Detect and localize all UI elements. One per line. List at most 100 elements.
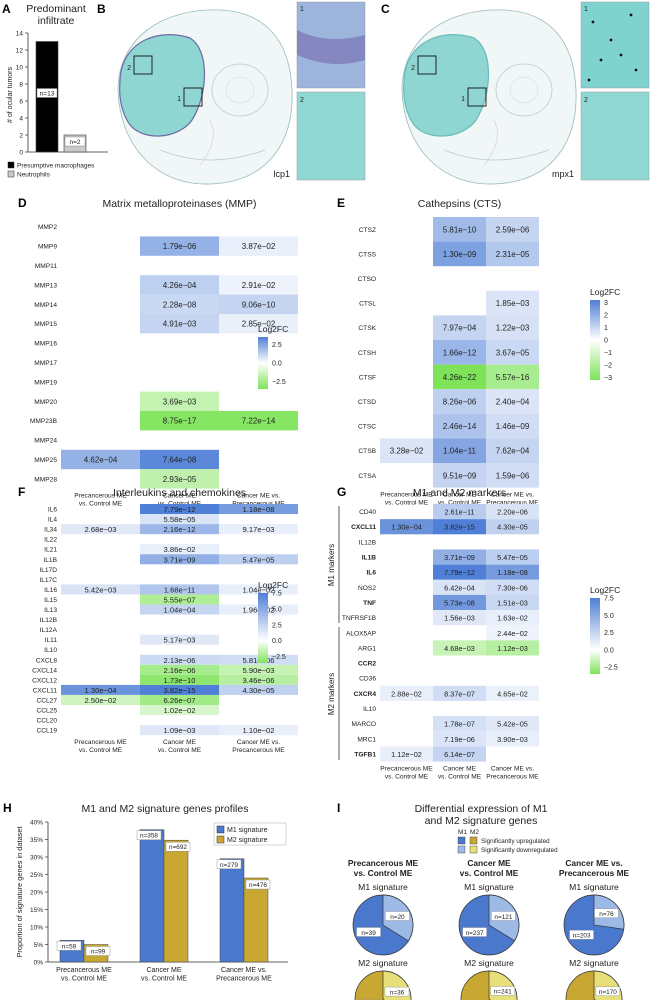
stained-cell (629, 13, 633, 17)
heatmap-cell (433, 519, 486, 535)
y-tick-label: 10% (30, 925, 43, 932)
cell-padj: 5.55e−07 (164, 595, 196, 604)
heatmap-cell (433, 463, 486, 488)
y-tick-label: 6 (19, 99, 23, 106)
bar-label-box (165, 842, 191, 852)
legend-entry: Significantly downregulated (481, 847, 558, 854)
cell-padj: 3.87e−02 (242, 242, 276, 251)
bar-label-box (245, 879, 271, 890)
row-label: IL12B (40, 617, 58, 624)
heatmap-cell (219, 524, 298, 535)
legend-tick: 0.0 (604, 647, 614, 654)
heatmap-cell (380, 438, 433, 463)
pie-label-box (356, 927, 381, 937)
pie-label-box (384, 986, 410, 997)
legend-swatch (469, 845, 478, 854)
heatmap-cell (61, 524, 140, 535)
legend-tick: 2.5 (272, 342, 282, 349)
inset-number: 1 (300, 6, 304, 13)
legend-tick: −2.5 (272, 379, 286, 386)
legend-tick: −2.5 (604, 665, 618, 672)
cell-padj: 1.63e−02 (497, 614, 528, 623)
heatmap-cell (486, 579, 539, 595)
cell-padj: 3.90e−03 (497, 735, 528, 744)
heatmap-cell (486, 685, 539, 701)
bar-label-box (56, 941, 82, 951)
row-label: CTSZ (359, 227, 376, 234)
heatmap-cell (219, 314, 298, 334)
cell-padj: 2.20e−06 (497, 508, 528, 517)
cell-padj: 2.50e−02 (85, 696, 117, 705)
stained-cell (587, 78, 591, 82)
heatmap-cell (433, 549, 486, 565)
bar-label: n=692 (169, 844, 187, 851)
heatmap-cell (486, 217, 539, 242)
y-tick-label: 10 (16, 65, 24, 72)
inset-box-2 (133, 55, 153, 75)
cell-padj: 3.71e−09 (444, 553, 475, 562)
heatmap-cell (486, 364, 539, 390)
heatmap-cell (140, 411, 219, 431)
column-label: Cancer ME (163, 493, 197, 500)
category-label: Cancer ME vs. (221, 967, 267, 974)
heatmap-cell (380, 685, 433, 701)
heatmap-cell (486, 340, 539, 365)
comparison-name: Precancerous ME (559, 868, 630, 878)
cell-padj: 5.42e−05 (497, 720, 528, 729)
column-label: Cancer ME vs. (237, 493, 280, 500)
heatmap-cell (140, 314, 219, 334)
cell-padj: 1.04e−02 (243, 585, 275, 594)
column-label: vs. Control ME (438, 500, 482, 507)
heatmap-cell (486, 549, 539, 565)
heatmap-title: Cathepsins (CTS) (418, 198, 501, 210)
row-label: IL6 (366, 570, 376, 577)
row-label: TGFB1 (354, 751, 376, 758)
inset-number: 2 (300, 97, 304, 104)
legend-tick: −2.5 (272, 654, 286, 661)
heatmap-cell (486, 413, 539, 439)
cell-padj: 1.04e−04 (164, 606, 196, 615)
comparison-name: vs. Control ME (460, 868, 519, 878)
pie-label-box (569, 930, 594, 940)
cell-padj: 2.28e−08 (163, 300, 197, 309)
heatmap-cell (140, 654, 219, 665)
cell-padj: 1.18e−08 (497, 568, 528, 577)
heatmap-cell (486, 716, 539, 732)
legend-entry: Presumptive macrophages (17, 163, 95, 170)
cell-padj: 4.26e−22 (443, 373, 477, 382)
heatmap-cell (140, 514, 219, 525)
bar-label: n=99 (91, 949, 106, 956)
column-label: Precancerous ME (380, 766, 433, 773)
heatmap-cell (219, 554, 298, 565)
column-label: Cancer ME vs. (491, 492, 534, 499)
bar (219, 858, 245, 963)
legend-colorbar (590, 300, 600, 380)
heatmap-cell (61, 584, 140, 595)
heatmap-cell (433, 716, 486, 732)
m2-signature-label: M2 signature (569, 958, 619, 968)
cell-padj: 5.42e−03 (85, 585, 117, 594)
row-label: IL15 (44, 597, 57, 604)
cell-padj: 4.30e−05 (497, 523, 528, 532)
bar-label: n=13 (40, 91, 55, 98)
row-label: MMP16 (34, 341, 57, 348)
row-label: IL11 (45, 637, 58, 644)
row-label: CXCL11 (33, 687, 58, 694)
legend-entry: Significantly upregulated (481, 838, 550, 845)
cell-padj: 2.16e−12 (164, 525, 196, 534)
heatmap-cell (140, 294, 219, 314)
y-tick-label: 4 (19, 116, 23, 123)
legend-entry: M1 signature (227, 827, 268, 834)
group-label-m2: M2 markers (327, 673, 336, 715)
cell-padj: 1.22e−03 (496, 324, 530, 333)
row-label: TNFRSF1B (342, 615, 377, 622)
cell-padj: 5.47e−05 (243, 555, 275, 564)
y-tick-label: 20% (30, 890, 43, 897)
row-label: IL12A (40, 627, 58, 634)
jaw-structure (159, 149, 266, 161)
inset-box-label: 2 (127, 65, 131, 72)
heatmap-cell (219, 674, 298, 685)
pie-label-box (385, 911, 410, 921)
row-label: CTSO (358, 276, 376, 283)
